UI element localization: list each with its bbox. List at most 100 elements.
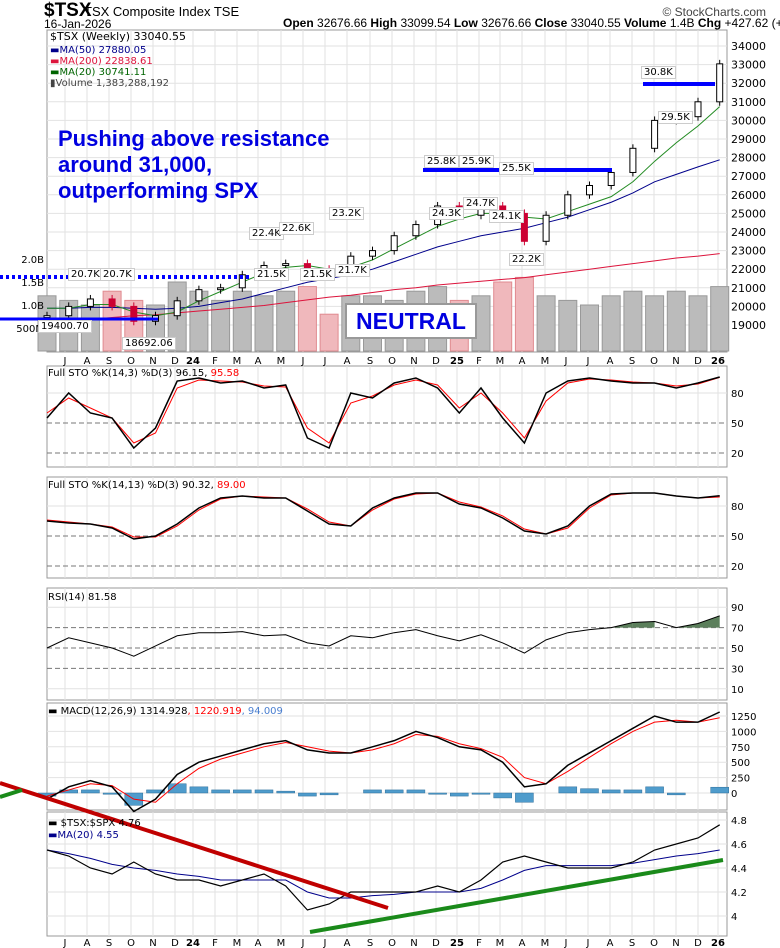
x-tick-label: N <box>672 938 679 948</box>
x-tick-label: D <box>171 356 179 367</box>
x-tick-label: D <box>432 938 440 948</box>
y-tick-label: 19000 <box>731 319 766 332</box>
legend-macd-value: MACD(12,26,9) 1314.928 <box>60 706 188 717</box>
x-tick-label: F <box>476 356 482 367</box>
macd-histogram-bar <box>319 792 339 796</box>
macd-tick-label: 0 <box>731 789 737 800</box>
legend-sto2-k: Full STO %K(14,13) %D(3) 90.32, <box>48 480 214 491</box>
x-tick-label: S <box>106 938 112 948</box>
x-tick-label: F <box>212 356 218 367</box>
candle-body <box>43 315 51 319</box>
price-tag: 25.8K <box>424 155 459 168</box>
price-tag: 20.7K <box>68 268 103 281</box>
x-tick-label: O <box>127 356 135 367</box>
x-tick-label: J <box>586 356 590 367</box>
close-value: 33040.55 <box>570 16 621 30</box>
panel-frame <box>46 587 728 701</box>
macd-histogram-bar <box>363 789 382 794</box>
legend-volume: ▮Volume 1,383,288,192 <box>50 78 170 89</box>
legend-ma20-text: MA(20) 30741.11 <box>59 67 147 78</box>
x-tick-label: M <box>277 356 286 367</box>
x-tick-label: F <box>212 938 218 948</box>
x-tick-label: A <box>84 938 91 948</box>
volume-bar <box>710 286 730 352</box>
index-title: TSX Composite Index <box>84 4 211 19</box>
x-tick-label: M <box>496 938 505 948</box>
candle-body <box>586 185 593 196</box>
ma200-line <box>46 253 720 324</box>
candle-body <box>716 63 724 103</box>
rsi-line <box>46 615 720 657</box>
volume-bar <box>254 295 274 352</box>
exchange: TSE <box>213 4 240 19</box>
volume-bar <box>601 295 621 352</box>
y-tick-label: 23000 <box>731 245 766 258</box>
ma50-line <box>47 159 720 310</box>
x-tick-label: A <box>607 938 614 948</box>
macd-histogram-bar <box>558 786 578 794</box>
macd-line <box>46 711 721 813</box>
x-tick-label: N <box>410 938 417 948</box>
index-name: TSX Composite Index TSE <box>84 4 239 19</box>
x-tick-label: A <box>344 938 351 948</box>
x-tick-label: S <box>629 938 635 948</box>
x-tick-label: 25 <box>450 356 464 367</box>
legend-ma50: ▬MA(50) 27880.05 <box>50 45 147 56</box>
volume-tick-label: 500M <box>16 324 44 335</box>
volume-label: Volume <box>624 16 667 30</box>
volume-tick-label: 1.5B <box>21 278 44 289</box>
sto2-d-line <box>46 492 720 538</box>
rsi-tick-label: 50 <box>731 644 744 655</box>
neutral-badge: NEUTRAL <box>345 303 477 339</box>
candle-body <box>542 214 550 242</box>
macd-histogram-bar <box>471 792 491 795</box>
x-tick-label: M <box>233 356 242 367</box>
legend-price: $TSX (Weekly) 33040.55 <box>50 30 187 43</box>
x-tick-label: J <box>63 938 67 948</box>
y-tick-label: 28000 <box>731 152 766 165</box>
legend-ma50-text: MA(50) 27880.05 <box>59 45 147 56</box>
x-tick-label: J <box>323 356 327 367</box>
rsi-overbought-fill <box>698 615 720 628</box>
macd-histogram-bar <box>254 789 274 794</box>
legend-ma20: ▬MA(20) 30741.11 <box>50 67 147 78</box>
sto2-tick-label: 80 <box>731 502 744 513</box>
x-tick-label: J <box>301 938 305 948</box>
low-value: 32676.66 <box>481 16 532 30</box>
x-tick-label: 25 <box>450 938 464 948</box>
macd-histogram-bar <box>667 792 686 796</box>
legend-sto1-d: 95.58 <box>210 368 240 379</box>
macd-histogram-bar <box>710 786 729 794</box>
x-tick-label: 24 <box>186 938 200 948</box>
y-tick-label: 22000 <box>731 263 766 276</box>
macd-tick-label: 500 <box>731 758 750 769</box>
price-tag: 22.6K <box>279 222 314 235</box>
close-label: Close <box>534 16 568 30</box>
ratio-tick-label: 4.4 <box>731 864 747 875</box>
price-tag: 29.5K <box>658 111 693 124</box>
macd-histogram-bar <box>276 790 295 794</box>
candle-body <box>130 305 138 322</box>
x-tick-label: D <box>694 938 702 948</box>
macd-histogram-bar <box>601 789 621 794</box>
price-tag: 24.1K <box>489 210 524 223</box>
volume-bar <box>666 290 686 352</box>
y-tick-label: 33000 <box>731 59 766 72</box>
x-tick-label: O <box>650 356 658 367</box>
legend-rsi: RSI(14) 81.58 <box>48 592 117 603</box>
note-line: Pushing above resistance <box>58 126 330 151</box>
x-tick-label: J <box>586 938 590 948</box>
macd-histogram-bar <box>102 792 122 795</box>
sto1-tick-label: 20 <box>731 449 744 460</box>
candle-body <box>238 274 246 289</box>
high-value: 33099.54 <box>400 16 451 30</box>
legend-ma200: ▬MA(200) 22838.61 <box>50 56 153 67</box>
price-tag: 25.9K <box>459 155 494 168</box>
x-tick-label: N <box>149 356 156 367</box>
x-tick-label: M <box>541 356 550 367</box>
volume-value: 1.4B <box>669 16 695 30</box>
macd-histogram-bar <box>384 789 404 794</box>
ratio-line <box>46 824 721 911</box>
volume-bar <box>493 281 513 352</box>
price-tag: 20.7K <box>100 268 135 281</box>
